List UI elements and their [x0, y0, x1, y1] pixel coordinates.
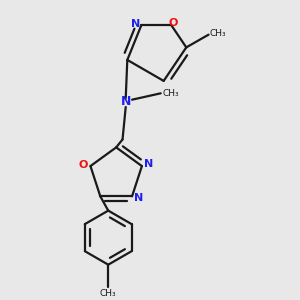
- Text: N: N: [131, 19, 140, 29]
- Text: CH₃: CH₃: [210, 29, 226, 38]
- Text: CH₃: CH₃: [100, 290, 117, 298]
- Text: O: O: [79, 160, 88, 170]
- Text: CH₃: CH₃: [162, 89, 179, 98]
- Text: N: N: [134, 193, 144, 203]
- Text: N: N: [144, 160, 154, 170]
- Text: N: N: [121, 95, 131, 108]
- Text: O: O: [168, 18, 178, 28]
